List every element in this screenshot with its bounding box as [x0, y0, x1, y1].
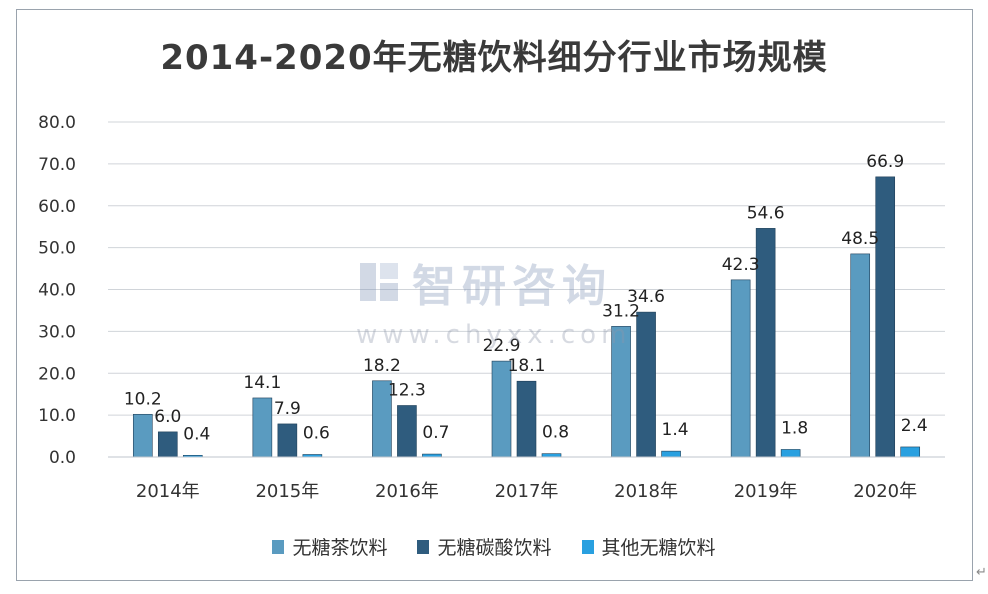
y-tick-label: 40.0 — [38, 281, 76, 301]
data-label: 18.1 — [508, 356, 546, 376]
data-label: 34.6 — [627, 287, 665, 307]
bar-other — [780, 449, 801, 458]
bar-other — [661, 450, 681, 458]
legend-item-carbonated: 无糖碳酸饮料 — [417, 533, 552, 560]
y-tick-label: 20.0 — [38, 364, 76, 384]
bar-tea — [850, 253, 871, 458]
data-label: 6.0 — [154, 407, 181, 427]
x-tick-label: 2014年 — [136, 481, 200, 502]
legend-swatch-other — [581, 539, 594, 554]
legend-label-carbonated: 无糖碳酸饮料 — [437, 537, 552, 559]
x-tick-label: 2017年 — [495, 481, 559, 502]
bar-other — [900, 446, 921, 458]
x-tick-label: 2015年 — [255, 481, 319, 502]
y-tick-label: 60.0 — [38, 197, 76, 217]
bar-carbonated — [875, 176, 896, 458]
data-label: 0.4 — [183, 424, 210, 444]
bar-tea — [132, 413, 153, 458]
legend-label-tea: 无糖茶饮料 — [292, 537, 388, 559]
chart-legend: 无糖茶饮料 无糖碳酸饮料 其他无糖饮料 — [0, 533, 988, 560]
bar-tea — [611, 326, 631, 458]
data-label: 1.4 — [662, 420, 689, 440]
data-label: 31.2 — [602, 301, 640, 321]
bar-carbonated — [397, 405, 417, 458]
data-label: 10.2 — [124, 389, 162, 409]
y-tick-label: 70.0 — [38, 155, 76, 175]
legend-swatch-tea — [272, 539, 285, 554]
bar-carbonated — [277, 423, 298, 458]
y-tick-label: 30.0 — [38, 322, 76, 342]
data-label: 18.2 — [363, 356, 401, 376]
data-label: 7.9 — [274, 399, 301, 419]
data-label: 0.7 — [422, 423, 449, 443]
y-tick-label: 0.0 — [49, 448, 76, 468]
data-label: 0.8 — [542, 423, 569, 443]
data-label: 0.6 — [303, 423, 330, 443]
data-label: 42.3 — [722, 255, 760, 275]
data-label: 66.9 — [866, 152, 904, 172]
data-label: 22.9 — [483, 336, 521, 356]
legend-item-other: 其他无糖饮料 — [581, 533, 716, 560]
data-label: 12.3 — [388, 380, 426, 400]
y-tick-label: 80.0 — [38, 113, 76, 133]
data-label: 2.4 — [901, 416, 928, 436]
bar-tea — [252, 397, 273, 458]
chart-frame — [16, 9, 973, 581]
bar-tea — [730, 279, 751, 458]
legend-item-tea: 无糖茶饮料 — [272, 533, 387, 560]
data-label: 54.6 — [747, 203, 785, 223]
bar-carbonated — [157, 431, 178, 458]
x-tick-label: 2016年 — [375, 481, 439, 502]
x-tick-label: 2020年 — [853, 481, 917, 502]
bar-carbonated — [636, 311, 656, 458]
legend-label-other: 其他无糖饮料 — [601, 537, 716, 559]
y-tick-label: 10.0 — [38, 406, 76, 426]
bar-carbonated — [516, 380, 537, 458]
data-label: 48.5 — [841, 229, 879, 249]
bar-other — [541, 453, 562, 458]
data-label: 1.8 — [781, 418, 808, 438]
x-tick-label: 2018年 — [614, 481, 678, 502]
y-tick-label: 50.0 — [38, 239, 76, 259]
legend-swatch-carbonated — [417, 539, 430, 554]
corner-glyph: ↵ — [976, 565, 987, 580]
chart-title: 2014-2020年无糖饮料细分行业市场规模 — [160, 38, 828, 78]
data-label: 14.1 — [243, 373, 281, 393]
x-tick-label: 2019年 — [734, 481, 798, 502]
